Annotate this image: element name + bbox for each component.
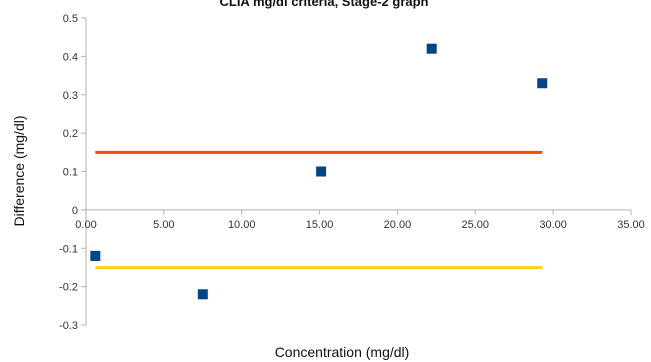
series-layer bbox=[90, 43, 548, 300]
data-point bbox=[197, 289, 208, 300]
y-tick-label: -0.3 bbox=[59, 320, 78, 332]
y-tick-label: 0.5 bbox=[63, 13, 78, 25]
x-tick-label: 25.00 bbox=[462, 219, 490, 231]
data-point bbox=[90, 250, 101, 261]
y-tick-label: 0 bbox=[72, 205, 78, 217]
x-tick-label: 5.00 bbox=[153, 219, 174, 231]
y-ticks: -0.3 -0.2 -0.1 0 0.1 0.2 0.3 0.4 0.5 bbox=[59, 13, 86, 332]
x-tick-label: 30.00 bbox=[539, 219, 567, 231]
x-tick-label: 20.00 bbox=[384, 219, 412, 231]
x-tick-label: 10.00 bbox=[228, 219, 256, 231]
y-tick-label: -0.1 bbox=[59, 243, 78, 255]
y-tick-label: -0.2 bbox=[59, 282, 78, 294]
data-point bbox=[426, 43, 437, 54]
y-tick-label: 0.4 bbox=[63, 51, 78, 63]
chart-title: CLIA mg/dl criteria, Stage-2 graph bbox=[219, 0, 428, 9]
data-point bbox=[316, 166, 327, 177]
y-tick-label: 0.1 bbox=[63, 167, 78, 179]
x-tick-label: 0.00 bbox=[75, 219, 96, 231]
y-tick-label: 0.3 bbox=[63, 90, 78, 102]
x-tick-label: 35.00 bbox=[617, 219, 645, 231]
y-axis-title: Difference (mg/dl) bbox=[11, 115, 27, 226]
data-point bbox=[537, 78, 548, 89]
axes bbox=[85, 18, 631, 325]
x-axis-title: Concentration (mg/dl) bbox=[275, 344, 410, 360]
x-tick-label: 15.00 bbox=[306, 219, 334, 231]
x-ticks: 0.00 5.00 10.00 15.00 20.00 25.00 30.00 35.00 bbox=[75, 209, 645, 231]
y-tick-label: 0.2 bbox=[63, 128, 78, 140]
